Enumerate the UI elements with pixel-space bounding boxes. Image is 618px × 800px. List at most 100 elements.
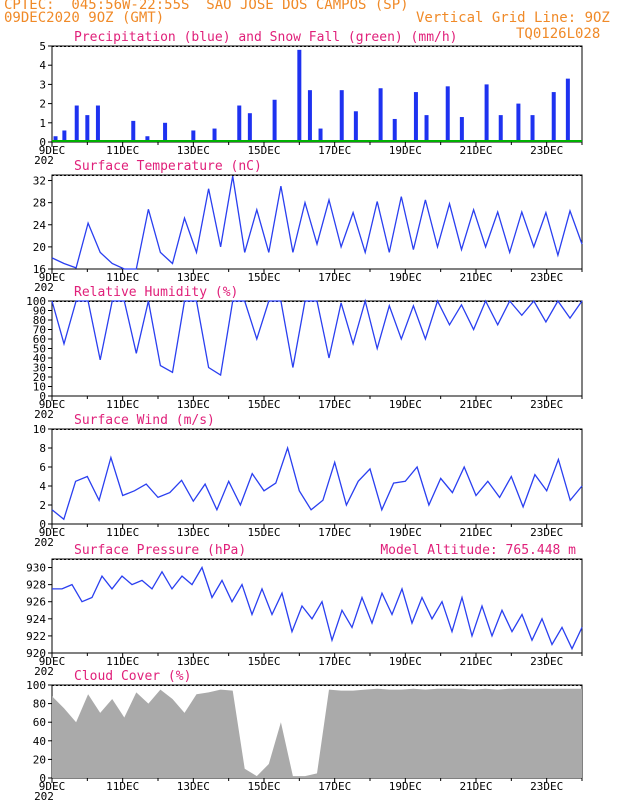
x-tick-label: 9DEC [39,780,66,793]
y-tick-label: 5 [39,40,46,53]
y-tick-label: 40 [33,352,46,365]
y-tick-label: 0 [39,518,46,531]
year-stub: 202 [34,408,54,421]
x-tick-label: 15DEC [247,271,280,284]
y-tick-label: 60 [33,716,46,729]
y-tick-label: 60 [33,333,46,346]
x-tick-label: 21DEC [459,144,492,157]
precip-bar [551,92,556,142]
y-tick-label: 20 [33,753,46,766]
precip-bar [413,92,418,142]
precip-bar [565,78,570,142]
x-tick-label: 15DEC [247,526,280,539]
x-tick-label: 13DEC [177,144,210,157]
precip-bar [53,136,58,142]
x-tick-label: 17DEC [318,144,351,157]
year-stub: 202 [34,281,54,294]
y-tick-label: 3 [39,78,46,91]
y-tick-label: 40 [33,735,46,748]
x-tick-label: 21DEC [459,526,492,539]
x-tick-label: 19DEC [389,780,422,793]
precip-bar [131,120,136,142]
x-tick-label: 21DEC [459,655,492,668]
x-tick-label: 17DEC [318,780,351,793]
x-tick-label: 11DEC [106,271,139,284]
y-tick-label: 924 [26,613,46,626]
x-tick-label: 21DEC [459,271,492,284]
y-tick-label: 80 [33,314,46,327]
y-tick-label: 2 [39,98,46,111]
precip-bar [85,115,90,142]
y-tick-label: 0 [39,390,46,403]
x-tick-label: 11DEC [106,780,139,793]
precip-bar [459,117,464,142]
precip-bar [62,130,67,142]
series-line [51,298,583,377]
x-tick-label: 23DEC [530,526,563,539]
y-tick-label: 8 [39,442,46,455]
x-tick-label: 9DEC [39,526,66,539]
year-stub: 202 [34,790,54,800]
x-tick-label: 17DEC [318,655,351,668]
y-tick-label: 30 [33,362,46,375]
year-stub: 202 [34,154,54,167]
y-tick-label: 920 [26,647,46,660]
y-tick-label: 4 [39,59,46,72]
station-header: CPTEC: 045:56W-22:55S SAO JOSE DOS CAMPO… [4,0,409,13]
x-tick-label: 23DEC [530,271,563,284]
y-tick-label: 10 [33,423,46,436]
panel-frame [51,174,583,270]
precip-bar [530,115,535,142]
panel-frame [51,428,583,525]
precip-bar [145,136,150,142]
series-line [51,175,583,270]
y-tick-label: 2 [39,499,46,512]
y-tick-label: 16 [33,263,46,276]
panel-title: Surface Pressure (hPa) [74,543,246,558]
y-tick-label: 1 [39,117,46,130]
x-tick-label: 23DEC [530,398,563,411]
y-tick-label: 24 [33,219,47,232]
precip-bar [339,90,344,142]
y-tick-label: 100 [26,679,46,692]
precip-bar [212,128,217,142]
y-tick-label: 28 [33,197,46,210]
x-tick-label: 13DEC [177,271,210,284]
y-tick-label: 0 [39,136,46,149]
x-tick-label: 23DEC [530,655,563,668]
precip-bar [95,105,100,142]
precip-bar [353,111,358,142]
cloud-area [52,688,582,778]
x-tick-label: 15DEC [247,780,280,793]
x-tick-label: 21DEC [459,780,492,793]
x-tick-label: 9DEC [39,271,66,284]
y-tick-label: 90 [33,305,46,318]
x-tick-label: 15DEC [247,398,280,411]
x-tick-label: 21DEC [459,398,492,411]
y-tick-label: 926 [26,596,46,609]
panel-title: Surface Temperature (nC) [74,159,262,174]
precip-bar [392,118,397,142]
panel-title: Relative Humidity (%) [74,285,238,300]
series-line [51,445,583,521]
precip-bar [237,105,242,142]
x-tick-label: 13DEC [177,398,210,411]
precip-bar [272,99,277,142]
x-tick-label: 13DEC [177,780,210,793]
series-line [52,565,583,651]
x-tick-label: 19DEC [389,526,422,539]
model-code: TQ0126L028 [516,26,601,42]
year-stub: 202 [34,665,54,678]
y-tick-label: 20 [33,241,46,254]
panel-title: Surface Wind (m/s) [74,413,215,428]
y-tick-label: 930 [26,562,46,575]
x-tick-label: 9DEC [39,398,66,411]
y-tick-label: 4 [39,480,46,493]
y-tick-label: 0 [39,772,46,785]
x-tick-label: 23DEC [530,144,563,157]
x-tick-label: 11DEC [106,398,139,411]
x-tick-label: 11DEC [106,144,139,157]
model-altitude: Model Altitude: 765.448 m [380,543,576,558]
x-tick-label: 11DEC [106,526,139,539]
